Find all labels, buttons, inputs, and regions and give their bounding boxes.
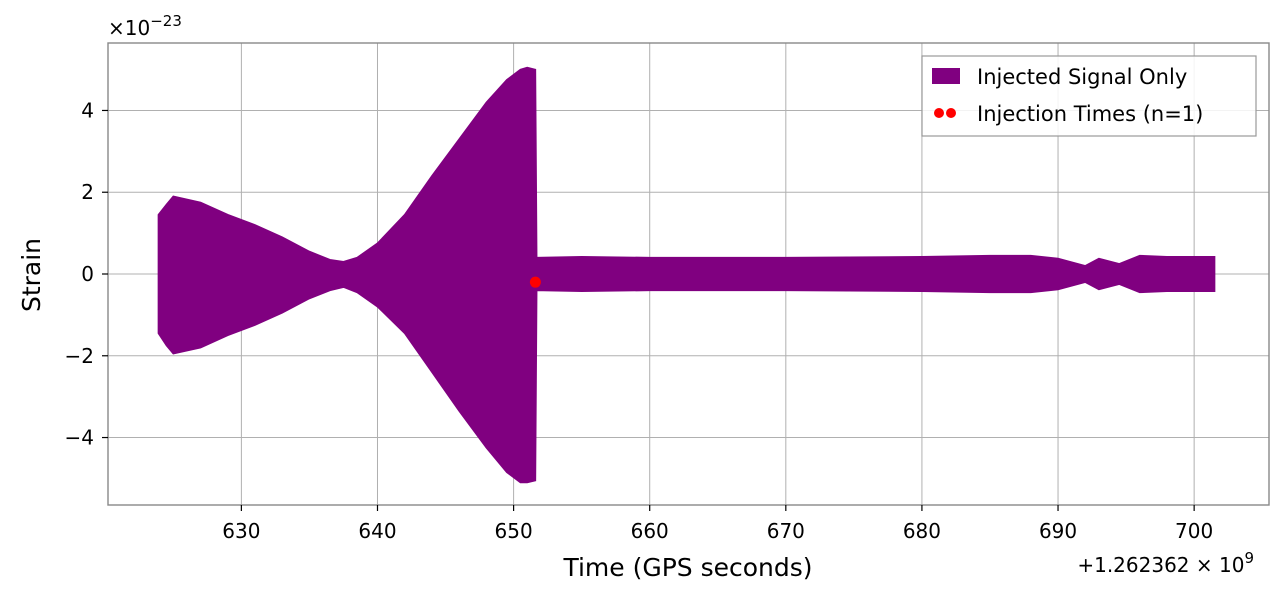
legend-label-injection: Injection Times (n=1): [977, 102, 1203, 126]
plot-area: [157, 66, 1216, 484]
y-axis-label: Strain: [17, 238, 46, 312]
y-tick-label: 2: [81, 180, 94, 204]
injection-time-point: [529, 276, 541, 288]
legend-frame: [921, 55, 1257, 137]
x-tick-label: 670: [767, 519, 805, 543]
legend-swatch-signal: [932, 68, 960, 84]
x-axis-label: Time (GPS seconds): [562, 553, 812, 582]
x-tick-label: 690: [1039, 519, 1077, 543]
y-scale-label: ×10−23: [108, 12, 182, 40]
ticks: 630 640 650 660 670 680 690 700 −4 −2 0 2 4: [65, 98, 1214, 543]
y-tick-label: −2: [65, 344, 94, 368]
y-tick-label: 4: [81, 98, 94, 122]
legend: Injected Signal Only Injection Times (n=…: [921, 55, 1257, 137]
x-offset-label: +1.262362 × 109: [1077, 549, 1254, 577]
legend-label-signal: Injected Signal Only: [977, 65, 1187, 89]
x-tick-label: 640: [358, 519, 396, 543]
y-tick-label: 0: [81, 262, 94, 286]
x-tick-label: 680: [903, 519, 941, 543]
x-tick-label: 660: [631, 519, 669, 543]
x-tick-label: 650: [495, 519, 533, 543]
x-tick-label: 700: [1175, 519, 1213, 543]
legend-marker-injection-2: [946, 108, 956, 118]
series-injected-signal: [157, 66, 1216, 484]
x-tick-label: 630: [222, 519, 260, 543]
legend-marker-injection-1: [934, 108, 944, 118]
y-tick-label: −4: [65, 426, 94, 450]
